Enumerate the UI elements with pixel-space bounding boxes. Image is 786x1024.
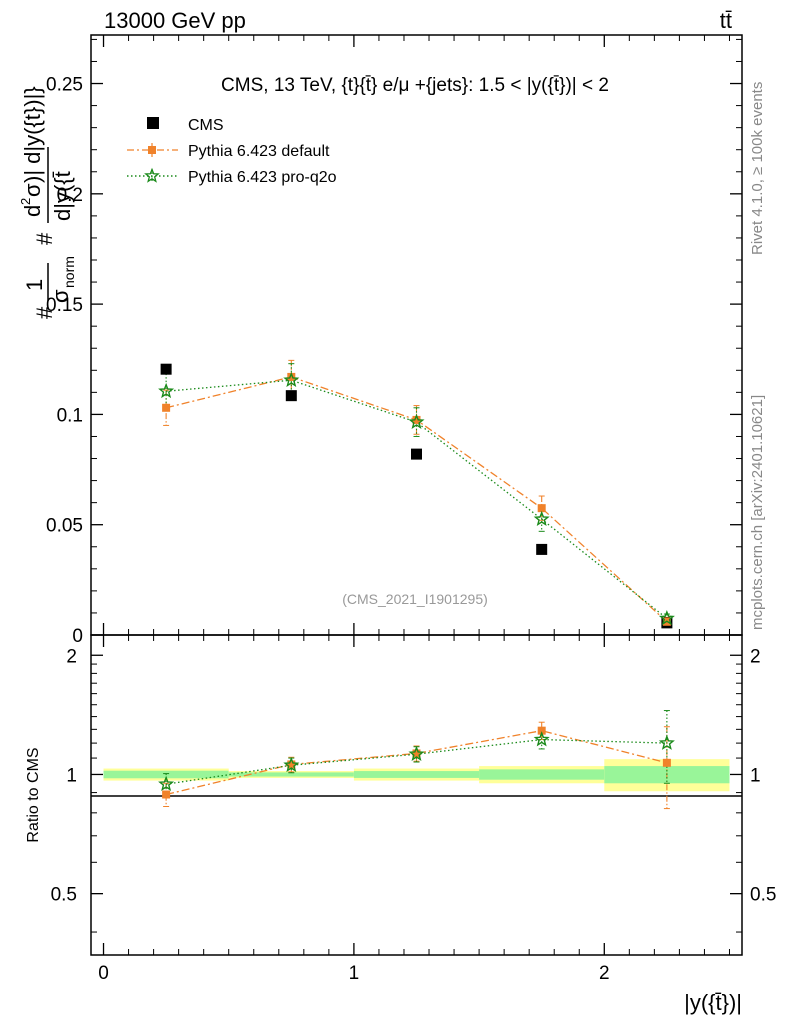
x-tick-label: 2: [599, 963, 610, 984]
main-y-axis: 0 0.05 0.1 0.15 0.2 0.25: [46, 38, 742, 647]
main-point-cms: [536, 543, 548, 555]
ratio-y-tick-label-right: 1: [750, 765, 761, 786]
x-tick-label: 1: [349, 963, 360, 984]
ylabel-numerator: )| d|y({t})|}: [20, 86, 45, 183]
ylabel-hash-2: #: [32, 232, 57, 245]
ratio-point-pythia-6-423-default: [412, 749, 421, 758]
ratio-error-bars: [163, 710, 670, 810]
main-y-tick-label: 0: [72, 626, 83, 647]
ratio-y-tick-label-right: 0.5: [750, 885, 776, 906]
main-x-ticks: [102, 35, 730, 635]
ylabel-denominator: d|y({t̄: [50, 171, 75, 221]
ylabel-two: 2: [18, 198, 33, 205]
ylabel-sigma: σ: [48, 289, 73, 303]
ratio-y-axis-label: Ratio to CMS: [25, 747, 42, 842]
x-axis-label: |y({t̄})|: [684, 990, 742, 1015]
process-label: tt̄: [720, 8, 732, 33]
main-series-markers: [158, 363, 675, 629]
rivet-version-label: Rivet 4.1.0, ≥ 100k events: [749, 82, 766, 255]
ratio-series-lines: [165, 730, 668, 796]
legend-proq2o-marker: [144, 167, 160, 183]
main-point-pythia-6-423-pro-q2o: [408, 413, 425, 429]
main-y-axis-label: # 1 σ norm # d 2 σ )| d|y({t})|} d|y({t̄: [18, 86, 77, 319]
ratio-band-green: [228, 772, 354, 777]
main-line-pythia-6-423-pro-q2o: [166, 379, 668, 619]
x-tick-label: 0: [98, 963, 109, 984]
ratio-y-axis: 0.5 0.5 1 1 2 2: [51, 646, 776, 933]
ratio-plot-frame: [90, 634, 743, 956]
main-point-cms: [160, 363, 172, 375]
ratio-point-pythia-6-423-pro-q2o: [533, 731, 550, 747]
main-point-pythia-6-423-default: [162, 403, 171, 412]
ratio-band-green: [353, 771, 480, 778]
legend-default-marker: [148, 146, 156, 154]
ratio-y-tick-label: 1: [66, 765, 77, 786]
ratio-point-pythia-6-423-pro-q2o: [408, 745, 425, 762]
main-point-pythia-6-423-pro-q2o: [158, 382, 175, 399]
legend-cms-label: CMS: [188, 117, 224, 134]
main-point-pythia-6-423-pro-q2o: [658, 610, 675, 626]
ylabel-d: d: [20, 205, 45, 217]
plot-title: CMS, 13 TeV, {t}{t̄} e/μ +{jets}: 1.5 < …: [221, 75, 609, 96]
analysis-watermark: (CMS_2021_I1901295): [342, 591, 488, 607]
main-y-tick-label: 0.25: [46, 75, 83, 96]
main-y-tick-label: 0.15: [46, 295, 83, 316]
legend: CMS Pythia 6.423 default Pythia 6.423 pr…: [127, 117, 337, 186]
beam-label: 13000 GeV pp: [104, 8, 246, 33]
main-error-bars: [163, 359, 670, 627]
main-y-tick-label: 0.1: [57, 405, 83, 426]
main-point-cms: [285, 390, 297, 402]
ratio-x-axis: 0 1 2: [98, 635, 730, 984]
main-point-pythia-6-423-default: [537, 504, 546, 513]
ratio-point-pythia-6-423-default: [537, 726, 546, 735]
ratio-y-tick-label: 0.5: [51, 885, 77, 906]
main-y-tick-label: 0.2: [57, 185, 83, 206]
ylabel-hash-1: #: [32, 306, 57, 319]
legend-default-label: Pythia 6.423 default: [188, 143, 330, 160]
ratio-panel: 0.5 0.5 1 1 2 2 0 1 2 Ratio to CMS |y({t̄})|: [25, 634, 776, 1015]
ratio-y-tick-label-right: 2: [750, 646, 761, 667]
ratio-y-tick-label: 2: [66, 646, 77, 667]
main-y-tick-label: 0.05: [46, 516, 83, 537]
main-point-pythia-6-423-default: [287, 372, 296, 381]
ratio-point-pythia-6-423-default: [287, 760, 296, 769]
mcplots-label: mcplots.cern.ch [arXiv:2401.10621]: [749, 395, 766, 630]
ylabel-one: 1: [22, 279, 47, 291]
ratio-line-pythia-6-423-default: [165, 730, 668, 796]
ratio-point-pythia-6-423-default: [162, 790, 171, 799]
ylabel-sigma-2: σ: [20, 183, 45, 197]
main-point-cms: [411, 448, 422, 460]
ratio-series-markers: [158, 726, 675, 799]
ratio-point-pythia-6-423-pro-q2o: [158, 775, 175, 792]
legend-cms-marker: [147, 117, 159, 129]
ratio-point-pythia-6-423-default: [662, 758, 671, 767]
main-point-pythia-6-423-pro-q2o: [533, 510, 550, 527]
main-point-pythia-6-423-pro-q2o: [283, 371, 300, 388]
ratio-band-green: [479, 769, 605, 780]
main-panel: 0 0.05 0.1 0.15 0.2 0.25 CMS, 13 TeV, {t}{t̄}…: [18, 34, 743, 647]
legend-proq2o-label: Pythia 6.423 pro-q2o: [188, 169, 337, 186]
main-point-pythia-6-423-default: [412, 415, 421, 424]
ratio-point-pythia-6-423-pro-q2o: [658, 734, 675, 750]
ylabel-norm: norm: [61, 256, 77, 288]
ratio-point-pythia-6-423-pro-q2o: [283, 756, 300, 773]
